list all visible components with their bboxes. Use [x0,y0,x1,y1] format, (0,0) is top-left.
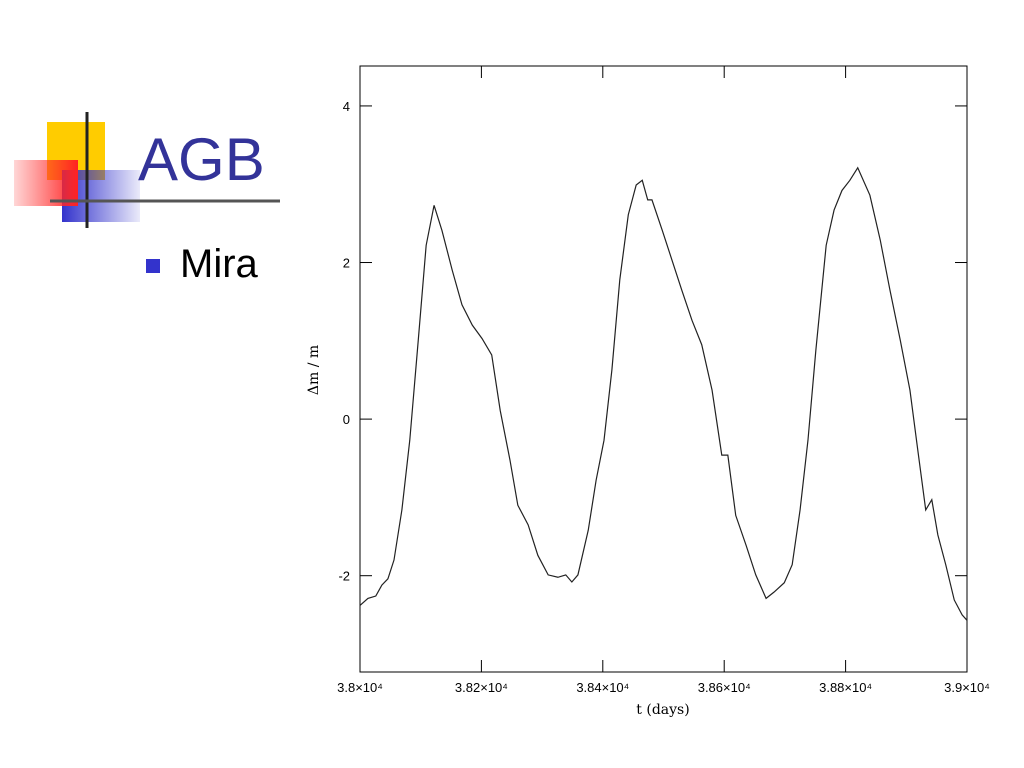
y-tick-label: 4 [343,99,350,114]
x-tick-label: 3.8×10⁴ [337,680,383,695]
bullet-text: Mira [180,242,259,286]
x-tick-label: 3.9×10⁴ [944,680,990,695]
y-axis-label: Δm / m [306,345,322,395]
slide-title: AGB [138,126,265,193]
x-tick-label: 3.82×10⁴ [455,680,508,695]
x-tick-label: 3.86×10⁴ [698,680,751,695]
x-axis-label: t (days) [636,702,689,718]
x-tick-label: 3.88×10⁴ [819,680,872,695]
y-tick-label: -2 [338,569,350,584]
y-tick-label: 0 [343,412,350,427]
bullet [146,259,160,273]
y-tick-label: 2 [343,256,350,271]
data-line [359,166,968,621]
decor-square [14,160,78,206]
x-tick-label: 3.84×10⁴ [576,680,629,695]
plot-frame [359,65,968,673]
